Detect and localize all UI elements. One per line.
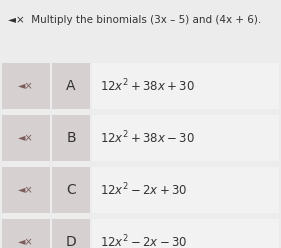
Text: D: D <box>66 235 76 248</box>
Text: ◄×: ◄× <box>18 133 34 143</box>
Bar <box>52 219 90 248</box>
Text: $12x^2 + 38x - 30$: $12x^2 + 38x - 30$ <box>100 130 195 146</box>
Bar <box>52 167 90 213</box>
Text: ◄×: ◄× <box>18 81 34 91</box>
Text: $12x^2 - 2x - 30$: $12x^2 - 2x - 30$ <box>100 234 187 248</box>
Bar <box>52 115 90 161</box>
Bar <box>92 63 279 109</box>
Bar <box>92 115 279 161</box>
Text: $12x^2 - 2x + 30$: $12x^2 - 2x + 30$ <box>100 182 187 198</box>
Bar <box>2 115 50 161</box>
Text: ◄×: ◄× <box>18 185 34 195</box>
Text: ◄×  Multiply the binomials (3x – 5) and (4x + 6).: ◄× Multiply the binomials (3x – 5) and (… <box>8 15 261 25</box>
Bar <box>2 219 50 248</box>
Text: C: C <box>66 183 76 197</box>
Text: B: B <box>66 131 76 145</box>
Text: A: A <box>66 79 76 93</box>
Bar <box>2 167 50 213</box>
Text: $12x^2 + 38x + 30$: $12x^2 + 38x + 30$ <box>100 78 195 94</box>
Text: ◄×: ◄× <box>18 237 34 247</box>
Bar <box>92 219 279 248</box>
Bar <box>92 167 279 213</box>
Bar <box>52 63 90 109</box>
Bar <box>2 63 50 109</box>
